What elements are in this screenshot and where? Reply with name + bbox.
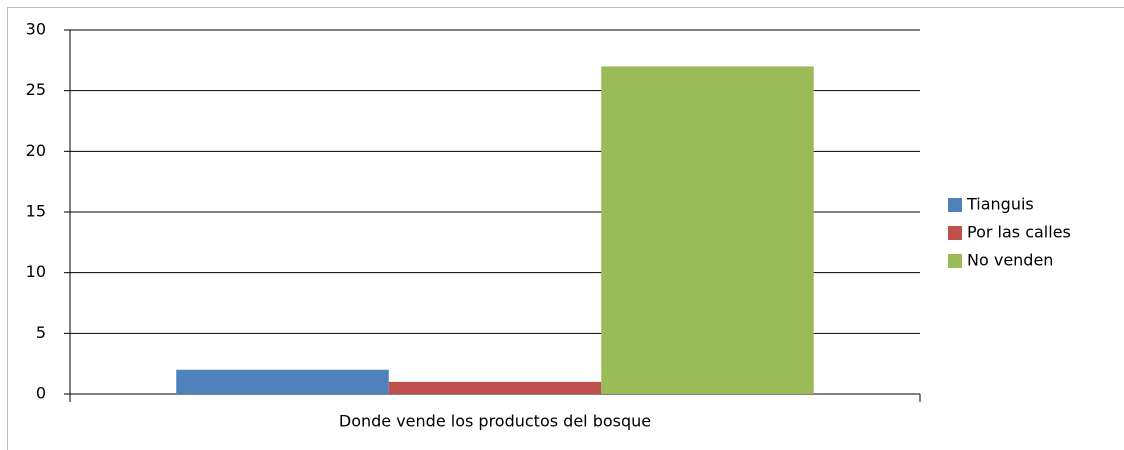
legend-swatch	[948, 226, 962, 240]
y-tick-label: 10	[26, 262, 46, 281]
legend-label: Tianguis	[966, 195, 1034, 214]
y-tick-label: 30	[26, 20, 46, 39]
bar	[601, 66, 814, 395]
legend-swatch	[948, 254, 962, 268]
y-tick-label: 25	[26, 80, 46, 99]
legend-label: Por las calles	[967, 223, 1071, 242]
legend-label: No venden	[967, 251, 1053, 270]
x-axis-label: Donde vende los productos del bosque	[339, 412, 651, 431]
y-tick-label: 5	[36, 323, 46, 342]
bar	[388, 381, 602, 394]
bar	[176, 369, 389, 394]
y-tick-label: 20	[26, 141, 46, 160]
y-tick-label: 15	[26, 202, 46, 221]
y-tick-label: 0	[36, 384, 46, 403]
legend-swatch	[948, 198, 962, 212]
